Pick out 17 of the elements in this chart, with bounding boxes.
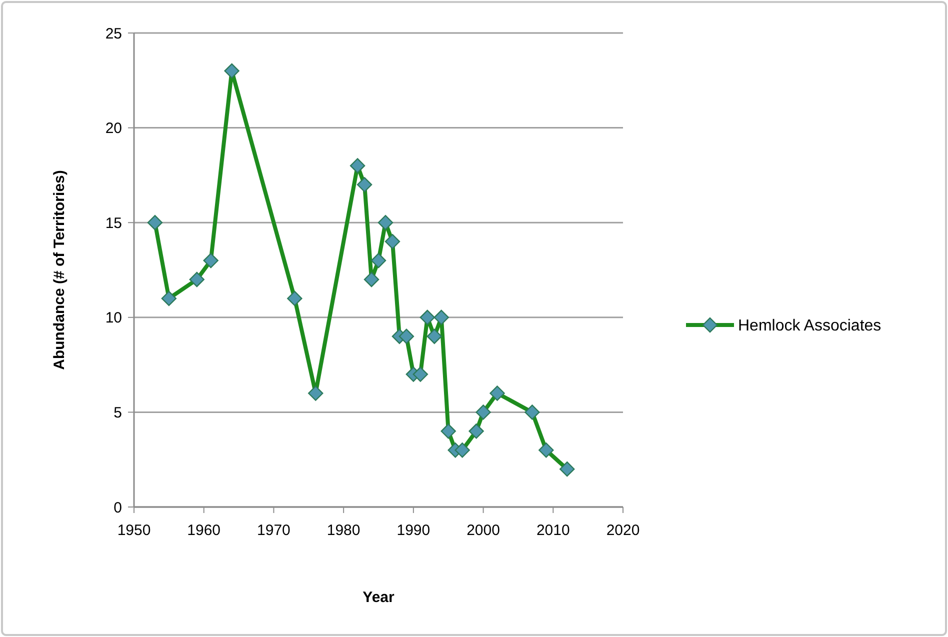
y-axis-title: Abundance (# of Territories) [51,170,68,370]
y-tick-label: 20 [105,120,122,138]
x-tick-label: 1950 [117,522,151,539]
y-tick-label: 10 [105,310,122,327]
y-tick-label: 5 [114,404,122,422]
x-tick-label: 2010 [536,522,570,539]
legend-label: Hemlock Associates [738,318,882,335]
y-tick-label: 25 [105,25,122,42]
y-tick-label: 15 [105,214,122,232]
x-tick-label: 1980 [326,522,360,539]
x-axis-title: Year [362,589,395,606]
x-tick-label: 2000 [466,522,500,539]
x-tick-label: 1990 [396,522,430,539]
x-tick-label: 1970 [257,522,290,539]
x-tick-label: 1960 [187,522,221,539]
y-tick-label: 0 [114,499,122,516]
x-tick-label: 2020 [606,522,640,539]
